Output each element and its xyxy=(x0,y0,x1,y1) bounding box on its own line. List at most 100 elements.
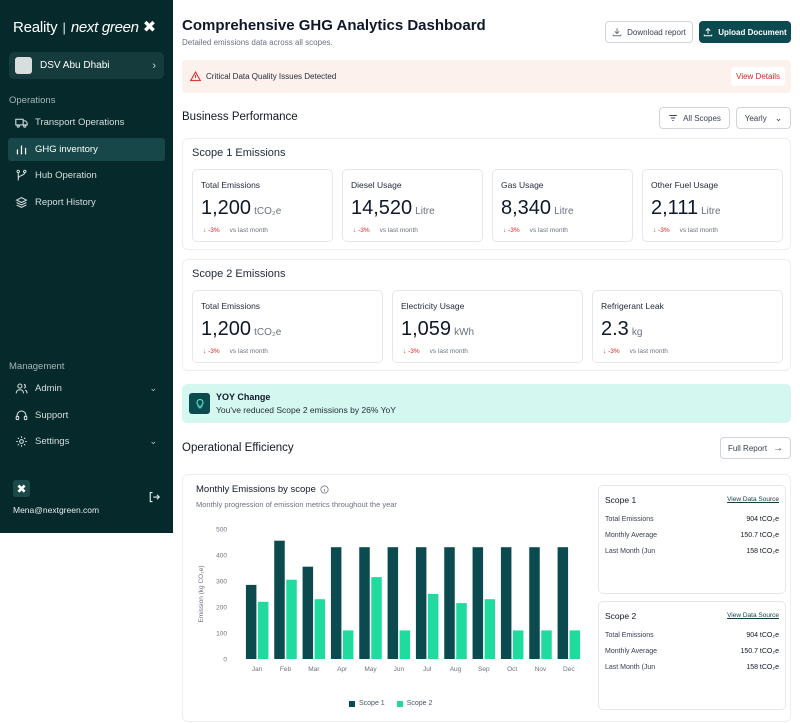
info-icon[interactable] xyxy=(320,485,329,494)
x-tick-label: Sep xyxy=(478,666,490,673)
legend-item-scope1[interactable]: Scope 1 xyxy=(349,700,385,707)
data-quality-alert: Critical Data Quality Issues Detected Vi… xyxy=(182,60,791,93)
full-report-button[interactable]: Full Report → xyxy=(720,437,791,459)
all-scopes-filter[interactable]: All Scopes xyxy=(659,107,730,129)
trend-down-indicator: ↓ -3% xyxy=(653,227,670,234)
trend-down-indicator: ↓ -3% xyxy=(603,348,620,355)
metric-delta: -3% xyxy=(658,227,670,234)
summary-row-value: 150.7 tCO₂e xyxy=(740,648,779,655)
metric-label: Electricity Usage xyxy=(401,301,465,311)
metric-label: Other Fuel Usage xyxy=(651,180,719,190)
x-tick-label: Feb xyxy=(280,666,292,673)
bar-scope-2-jun xyxy=(399,630,411,659)
chevron-down-icon: ⌄ xyxy=(149,436,157,446)
scope1-total-emissions-metric: Total Emissions 1,200 tCO₂e ↓ -3% vs last … xyxy=(192,169,333,242)
legend-swatch xyxy=(396,700,403,707)
summary-row-value: 158 tCO₂e xyxy=(746,548,779,555)
bar-scope-2-jan xyxy=(257,601,269,659)
summary-row-label: Monthly Average xyxy=(605,532,658,539)
brand-separator: | xyxy=(62,19,66,35)
sidebar-item-hub-operation[interactable]: Hub Operation xyxy=(8,164,165,187)
sidebar-item-ghg-inventory[interactable]: GHG inventory xyxy=(8,138,165,161)
metric-compare: vs last month xyxy=(379,227,418,234)
y-tick-label: 200 xyxy=(216,605,227,612)
scope2-total-emissions-metric: Total Emissions 1,200 tCO₂e ↓ -3% vs last … xyxy=(192,290,383,363)
operational-efficiency-title: Operational Efficiency xyxy=(182,442,294,454)
brand-reality: Reality xyxy=(13,18,58,36)
metric-delta: -3% xyxy=(608,348,620,355)
scope1-title: Scope 1 Emissions xyxy=(192,147,286,159)
metric-value: 2.3 xyxy=(601,318,629,340)
chart-subtitle: Monthly progression of emission metrics … xyxy=(196,500,397,509)
brand-logo[interactable]: Reality | next green ✖ xyxy=(13,17,156,37)
page-title: Comprehensive GHG Analytics Dashboard xyxy=(182,17,486,34)
organization-name: DSV Abu Dhabi xyxy=(40,60,110,71)
bar-scope-1-feb xyxy=(274,540,285,659)
period-select[interactable]: Yearly ⌄ xyxy=(736,107,791,129)
metric-compare: vs last month xyxy=(629,348,668,355)
view-data-source-link[interactable]: View Data Source xyxy=(727,612,779,619)
sidebar-item-label: Settings xyxy=(35,436,70,447)
bar-scope-2-nov xyxy=(541,630,552,659)
trend-down-indicator: ↓ -3% xyxy=(203,227,220,234)
management-section-label: Management xyxy=(9,361,65,372)
bar-scope-1-jan xyxy=(245,584,257,659)
x-tick-label: Apr xyxy=(337,666,348,673)
bar-scope-2-aug xyxy=(456,603,467,659)
scope1-diesel-usage-metric: Diesel Usage 14,520 Litre ↓ -3% vs last mo… xyxy=(342,169,483,242)
metric-compare: vs last month xyxy=(429,348,468,355)
organization-avatar xyxy=(15,57,32,74)
logout-icon[interactable] xyxy=(148,491,160,503)
scope2-title: Scope 2 Emissions xyxy=(192,268,286,280)
view-details-button[interactable]: View Details xyxy=(731,67,785,86)
metric-label: Total Emissions xyxy=(201,180,261,190)
summary-row: Total Emissions 904 tCO₂e xyxy=(605,516,779,523)
download-report-button[interactable]: Download report xyxy=(605,21,693,43)
summary-title: Scope 2 xyxy=(605,611,637,621)
x-tick-label: Aug xyxy=(450,666,462,673)
bar-chart-icon xyxy=(15,143,28,156)
upload-document-button[interactable]: Upload Document xyxy=(699,21,791,43)
bar-scope-2-sep xyxy=(484,599,496,659)
bar-scope-2-feb xyxy=(286,579,297,659)
summary-row-value: 158 tCO₂e xyxy=(746,664,779,671)
sidebar-item-admin[interactable]: Admin ⌄ xyxy=(8,377,165,400)
upload-document-label: Upload Document xyxy=(718,27,787,37)
upload-icon xyxy=(703,27,713,37)
legend-label: Scope 1 xyxy=(359,700,385,707)
metric-unit: Litre xyxy=(415,206,435,217)
monthly-emissions-card: Monthly Emissions by scope Monthly progr… xyxy=(182,474,791,722)
sidebar-item-transport[interactable]: Transport Operations xyxy=(8,111,165,134)
period-select-value: Yearly xyxy=(744,113,767,123)
alert-text: Critical Data Quality Issues Detected xyxy=(206,72,337,81)
summary-row: Monthly Average 150.7 tCO₂e xyxy=(605,648,779,655)
branch-icon xyxy=(15,169,28,182)
summary-title: Scope 1 xyxy=(605,495,637,505)
chart-legend: Scope 1 Scope 2 xyxy=(349,700,444,707)
user-avatar: ✖ xyxy=(13,480,30,497)
bar-scope-1-may xyxy=(359,547,370,659)
x-tick-label: Mar xyxy=(308,666,320,673)
lightbulb-icon xyxy=(189,393,210,414)
metric-value: 1,200 xyxy=(201,318,252,340)
metric-delta: -3% xyxy=(358,227,370,234)
sidebar-item-settings[interactable]: Settings ⌄ xyxy=(8,430,165,453)
sidebar-item-report-history[interactable]: Report History xyxy=(8,191,165,214)
metric-value: 1,059 xyxy=(401,318,452,340)
legend-swatch xyxy=(349,700,355,707)
users-icon xyxy=(15,382,28,395)
scope1-summary-card: Scope 1 View Data Source Total Emissions… xyxy=(598,485,786,594)
organization-selector[interactable]: DSV Abu Dhabi › xyxy=(9,52,164,79)
scope2-summary-card: Scope 2 View Data Source Total Emissions… xyxy=(598,601,786,710)
metric-unit: kg xyxy=(631,327,643,338)
sidebar-item-support[interactable]: Support xyxy=(8,404,165,427)
metric-unit: tCO₂e xyxy=(254,327,282,338)
metric-delta: -3% xyxy=(508,227,520,234)
view-data-source-link[interactable]: View Data Source xyxy=(727,496,779,503)
summary-row: Last Month (Jun 158 tCO₂e xyxy=(605,664,779,671)
metric-value: 14,520 xyxy=(351,197,413,219)
yoy-title: YOY Change xyxy=(216,392,271,402)
sidebar-item-label: Report History xyxy=(35,197,96,208)
trend-down-indicator: ↓ -3% xyxy=(503,227,520,234)
legend-item-scope2[interactable]: Scope 2 xyxy=(396,700,432,707)
